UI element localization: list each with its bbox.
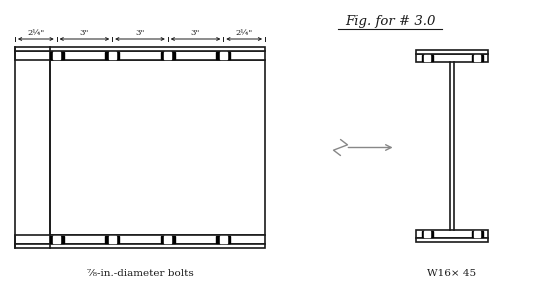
Bar: [105, 236, 119, 243]
Bar: [15, 235, 265, 244]
Bar: [50, 60, 265, 235]
Text: 2¼": 2¼": [235, 29, 253, 37]
Text: 3": 3": [80, 29, 89, 37]
Text: 3": 3": [191, 29, 200, 37]
Bar: [161, 52, 175, 59]
Bar: [474, 231, 480, 237]
Bar: [416, 230, 488, 238]
Bar: [421, 55, 432, 61]
Bar: [421, 231, 432, 237]
Bar: [216, 236, 230, 243]
Text: 3": 3": [135, 29, 145, 37]
Text: Fig. for # 3.0: Fig. for # 3.0: [345, 15, 435, 28]
Bar: [53, 52, 60, 59]
Bar: [424, 231, 430, 237]
Bar: [15, 51, 265, 60]
Bar: [50, 236, 64, 243]
Bar: [416, 238, 488, 242]
Bar: [161, 236, 175, 243]
Bar: [15, 47, 265, 51]
Bar: [416, 50, 488, 54]
Bar: [220, 236, 227, 243]
Bar: [109, 52, 116, 59]
Text: 2¼": 2¼": [27, 29, 45, 37]
Bar: [105, 52, 119, 59]
Bar: [474, 55, 480, 61]
Bar: [53, 236, 60, 243]
Bar: [164, 236, 171, 243]
Bar: [220, 52, 227, 59]
Bar: [416, 54, 488, 62]
Bar: [216, 52, 230, 59]
Bar: [424, 55, 430, 61]
Text: W16× 45: W16× 45: [427, 269, 476, 278]
Bar: [50, 52, 64, 59]
Bar: [15, 244, 265, 248]
Bar: [109, 236, 116, 243]
Bar: [471, 231, 482, 237]
Bar: [164, 52, 171, 59]
Bar: [471, 55, 482, 61]
Text: ⁷⁄₈-in.-diameter bolts: ⁷⁄₈-in.-diameter bolts: [87, 269, 194, 278]
